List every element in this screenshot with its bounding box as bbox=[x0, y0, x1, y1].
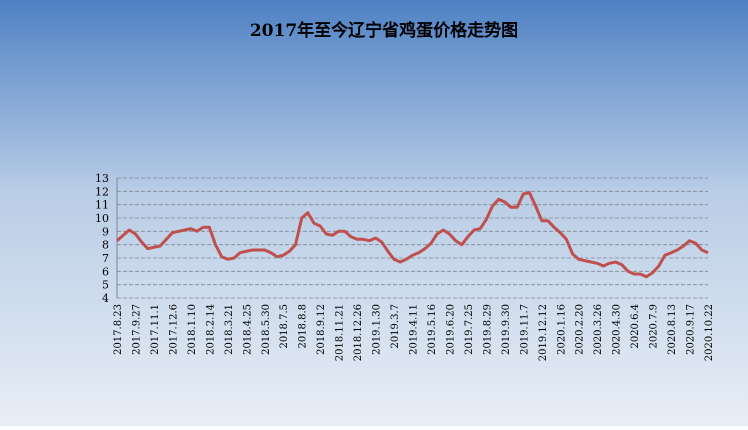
x-tick-label: 2019.5.16 bbox=[427, 304, 438, 355]
y-tick-label: 7 bbox=[102, 252, 109, 265]
x-tick-label: 2017.8.23 bbox=[113, 304, 124, 355]
x-tick-label: 2020.7.9 bbox=[649, 304, 660, 349]
x-tick-label: 2020.6.4 bbox=[630, 304, 641, 349]
y-tick-label: 8 bbox=[102, 239, 109, 252]
x-tick-label: 2018.1.10 bbox=[187, 304, 198, 355]
x-tick-label: 2020.2.20 bbox=[575, 304, 586, 355]
y-tick-label: 5 bbox=[102, 279, 109, 292]
x-tick-label: 2017.12.6 bbox=[168, 304, 179, 355]
y-tick-label: 10 bbox=[95, 212, 109, 225]
x-tick-label: 2018.12.26 bbox=[353, 304, 364, 361]
y-tick-label: 6 bbox=[102, 265, 109, 278]
x-tick-label: 2018.7.5 bbox=[279, 304, 290, 349]
x-tick-label: 2019.6.20 bbox=[445, 304, 456, 355]
x-tick-label: 2018.3.21 bbox=[224, 304, 235, 355]
x-tick-label: 2020.3.26 bbox=[593, 304, 604, 355]
x-tick-label: 2019.12.12 bbox=[538, 304, 549, 361]
x-tick-label: 2019.7.25 bbox=[464, 304, 475, 355]
x-tick-label: 2019.9.30 bbox=[501, 304, 512, 355]
chart-title: 2017年至今辽宁省鸡蛋价格走势图 bbox=[250, 20, 518, 41]
x-tick-label: 2020.10.22 bbox=[704, 304, 715, 361]
y-tick-label: 4 bbox=[102, 292, 109, 305]
y-tick-label: 12 bbox=[95, 185, 109, 198]
x-tick-label: 2019.4.11 bbox=[409, 304, 420, 355]
y-tick-label: 13 bbox=[95, 172, 109, 185]
x-tick-label: 2019.8.29 bbox=[482, 304, 493, 355]
x-tick-label: 2019.11.7 bbox=[519, 304, 530, 355]
x-tick-label: 2018.4.25 bbox=[242, 304, 253, 355]
y-tick-label: 11 bbox=[95, 199, 109, 212]
line bbox=[116, 191, 709, 279]
x-tick-label: 2018.2.14 bbox=[205, 304, 216, 355]
x-tick-label: 2019.1.30 bbox=[372, 304, 383, 355]
x-tick-label: 2020.1.16 bbox=[556, 304, 567, 355]
x-tick-label: 2017.9.27 bbox=[131, 304, 142, 355]
x-tick-label: 2020.4.30 bbox=[612, 304, 623, 355]
x-tick-label: 2018.5.30 bbox=[261, 304, 272, 355]
x-tick-label: 2017.11.1 bbox=[150, 304, 161, 355]
x-tick-label: 2018.8.8 bbox=[298, 304, 309, 349]
x-tick-label: 2019.3.7 bbox=[390, 304, 401, 349]
x-tick-label: 2020.9.17 bbox=[686, 304, 697, 355]
y-tick-label: 9 bbox=[102, 225, 109, 238]
x-tick-label: 2018.9.12 bbox=[316, 304, 327, 355]
x-tick-label: 2018.11.21 bbox=[335, 304, 346, 361]
x-tick-label: 2020.8.13 bbox=[667, 304, 678, 355]
